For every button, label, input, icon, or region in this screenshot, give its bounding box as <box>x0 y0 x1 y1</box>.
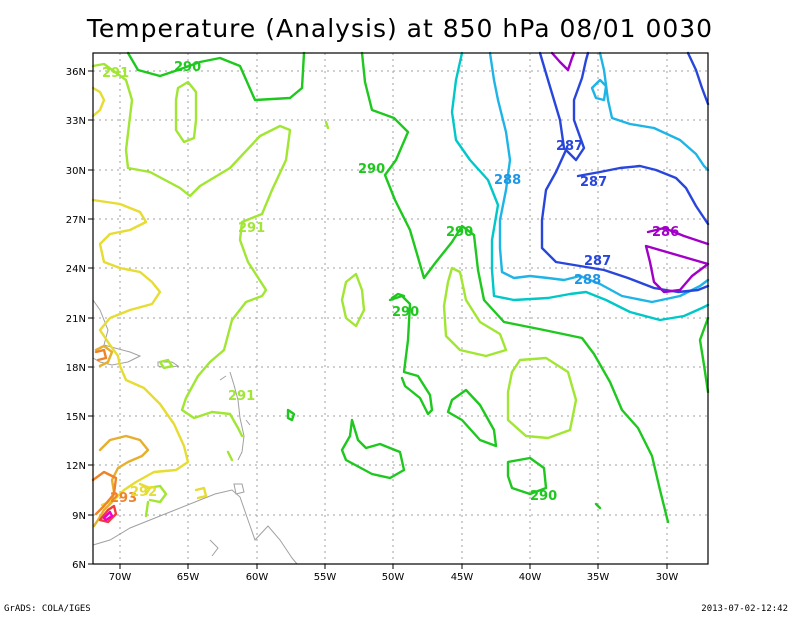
lon-tick-label: 45W <box>451 572 474 583</box>
contour-label: 287 <box>556 139 583 154</box>
contour-290-north <box>126 51 306 102</box>
contour-293-b <box>94 344 114 368</box>
contour-label: 288 <box>574 273 601 288</box>
contour-label: 290 <box>358 162 385 177</box>
contour-label: 290 <box>392 305 419 320</box>
contour-291-isle <box>158 358 234 462</box>
grid <box>93 53 708 564</box>
lat-tick-label: 21N <box>66 314 86 325</box>
plot-frame <box>92 52 709 565</box>
contour-292-b <box>91 86 106 118</box>
contour-293 <box>92 434 150 528</box>
contour-290-central <box>360 51 670 524</box>
lon-tick-label: 50W <box>382 572 405 583</box>
contour-294 <box>91 470 118 516</box>
contour-label: 288 <box>494 173 521 188</box>
contour-287-east <box>686 51 710 106</box>
contour-label: 290 <box>446 225 473 240</box>
contour-291-loop-c <box>442 266 508 358</box>
leeward-islands <box>219 375 253 426</box>
lat-tick-label: 33N <box>66 116 86 127</box>
contours <box>91 51 710 528</box>
contour-290-small-b <box>594 502 602 510</box>
coastlines <box>92 299 298 565</box>
contour-290-small-c <box>390 292 406 300</box>
map-title: Temperature (Analysis) at 850 hPa 08/01 … <box>86 14 714 43</box>
contour-287 <box>538 51 710 294</box>
contour-294-b <box>94 348 108 362</box>
contour-290-small-a <box>286 408 296 422</box>
contour-290-blob-b <box>340 418 406 480</box>
contour-290-blob-c <box>506 456 548 496</box>
grads-credit: GrADS: COLA/IGES <box>4 604 91 614</box>
contour-295 <box>98 504 118 524</box>
lat-tick-label: 36N <box>66 67 86 78</box>
contour-291-small <box>324 120 330 130</box>
lon-tick-label: 70W <box>109 572 132 583</box>
contour-label: 292 <box>130 485 157 500</box>
contour-label: 293 <box>110 491 137 506</box>
lat-tick-label: 24N <box>66 264 86 275</box>
lon-labels: 70W 65W 60W 55W 50W 45W 40W 35W 30W <box>109 572 679 583</box>
lon-tick-label: 40W <box>519 572 542 583</box>
lat-tick-label: 30N <box>66 166 86 177</box>
lon-tick-label: 35W <box>587 572 610 583</box>
contour-291-west <box>91 62 292 438</box>
contour-288 <box>488 51 710 304</box>
venezuela-coast <box>92 489 298 565</box>
contour-292-c <box>138 482 208 500</box>
lon-tick-label: 30W <box>656 572 679 583</box>
trinidad-coast <box>233 483 245 495</box>
lat-tick-label: 6N <box>72 560 86 571</box>
tick-marks <box>88 70 668 569</box>
lat-labels: 36N 33N 30N 27N 24N 21N 18N 15N 12N 9N 6… <box>66 67 86 571</box>
contour-label: 287 <box>584 254 611 269</box>
contour-288-loop <box>590 78 608 102</box>
lat-tick-label: 18N <box>66 363 86 374</box>
lon-tick-label: 65W <box>177 572 200 583</box>
guyana-coast <box>209 539 219 557</box>
contour-290-blob-a <box>446 388 498 448</box>
contour-286-a <box>550 51 576 72</box>
contour-292-a <box>91 198 190 507</box>
contour-label: 286 <box>652 225 679 240</box>
contour-label: 290 <box>174 60 201 75</box>
contour-290-mid <box>388 294 434 416</box>
contour-289 <box>450 51 710 322</box>
contour-291-loop-a <box>174 80 198 144</box>
contour-291-loop-b <box>340 272 366 328</box>
contour-291-loop-d <box>506 356 578 440</box>
render-timestamp: 2013-07-02-12:42 <box>701 604 788 614</box>
contour-label: 291 <box>228 389 255 404</box>
lesser-antilles-coast <box>229 371 245 461</box>
contour-labels: 291 290 291 290 290 290 291 290 288 287 … <box>102 60 679 506</box>
contour-286-b <box>644 226 710 294</box>
lon-tick-label: 60W <box>246 572 269 583</box>
contour-290-east <box>698 316 710 394</box>
contour-label: 287 <box>580 175 607 190</box>
contour-label: 291 <box>238 221 265 236</box>
lat-tick-label: 12N <box>66 461 86 472</box>
contour-296 <box>102 510 114 522</box>
contour-label: 290 <box>530 489 557 504</box>
contour-label: 291 <box>102 66 129 81</box>
contour-291-south <box>144 484 168 518</box>
lon-tick-label: 55W <box>314 572 337 583</box>
lat-tick-label: 27N <box>66 215 86 226</box>
lat-tick-label: 15N <box>66 412 86 423</box>
lat-tick-label: 9N <box>72 511 86 522</box>
